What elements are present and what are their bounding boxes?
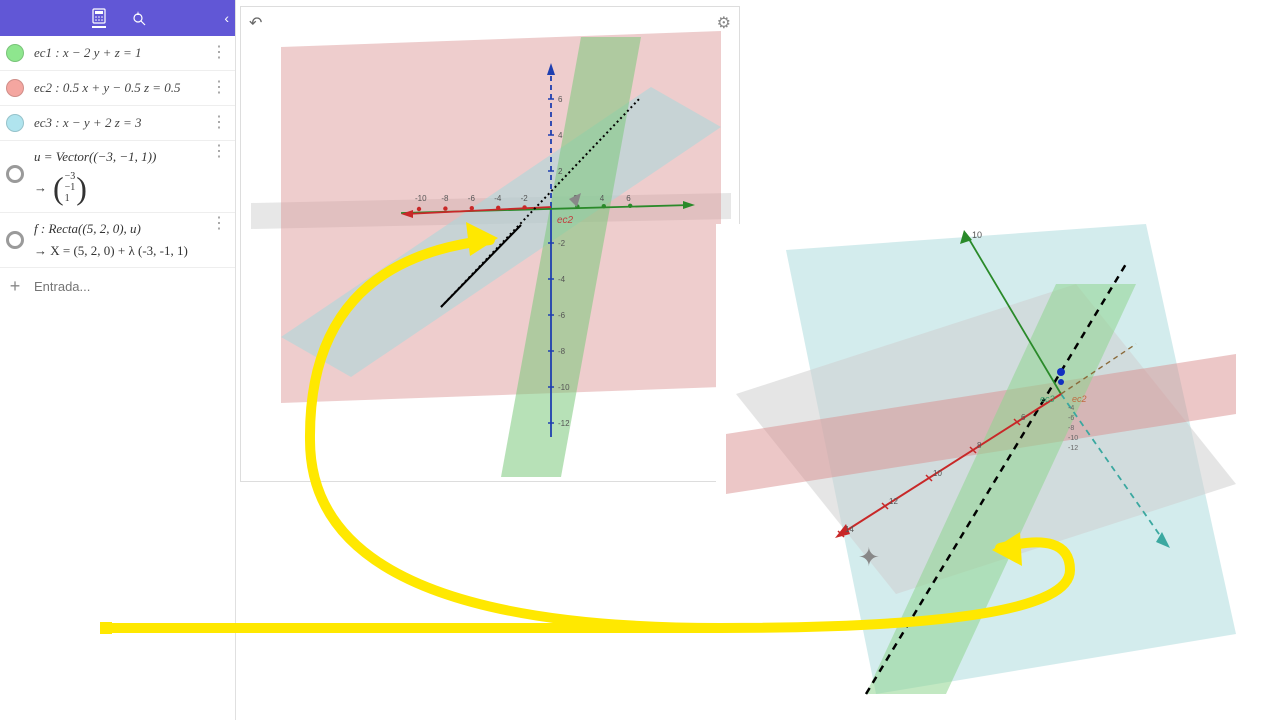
algebra-input[interactable]	[34, 279, 229, 294]
color-dot-line[interactable]	[6, 231, 24, 249]
svg-text:-4: -4	[1068, 405, 1074, 412]
svg-text:-8: -8	[441, 194, 449, 203]
color-dot-ec1[interactable]	[6, 44, 24, 62]
svg-text:2: 2	[558, 167, 563, 176]
3d-plot-2[interactable]: 10 6 8 10 12 14 -4 -6 -8 -10 -12 ec3 ec2 ✦	[716, 224, 1236, 704]
svg-text:ec3: ec3	[1040, 394, 1055, 404]
calculator-icon[interactable]	[92, 8, 106, 28]
line-row[interactable]: f : Recta((5, 2, 0), u) → X = (5, 2, 0) …	[0, 213, 235, 268]
line-value: → X = (5, 2, 0) + λ (-3, -1, 1)	[34, 243, 209, 259]
svg-text:✦: ✦	[858, 542, 880, 572]
svg-text:-6: -6	[558, 311, 566, 320]
svg-text:-12: -12	[1068, 445, 1078, 452]
svg-text:10: 10	[933, 469, 942, 478]
svg-text:6: 6	[1021, 413, 1026, 422]
svg-text:10: 10	[972, 230, 982, 240]
svg-text:-8: -8	[558, 347, 566, 356]
tools-icon[interactable]	[130, 8, 146, 28]
svg-text:-4: -4	[558, 275, 566, 284]
svg-text:ec2: ec2	[557, 215, 574, 226]
row-menu-icon[interactable]: ⋮	[209, 221, 229, 227]
svg-text:-10: -10	[558, 383, 570, 392]
svg-text:-12: -12	[558, 419, 570, 428]
svg-text:6: 6	[626, 194, 631, 203]
svg-text:12: 12	[889, 497, 898, 506]
svg-text:-4: -4	[494, 194, 502, 203]
equation-row-ec3[interactable]: ec3 : x − y + 2 z = 3 ⋮	[0, 106, 235, 141]
svg-text:ec2: ec2	[1072, 394, 1087, 404]
svg-text:8: 8	[977, 441, 982, 450]
equation-row-ec2[interactable]: ec2 : 0.5 x + y − 0.5 z = 0.5 ⋮	[0, 71, 235, 106]
equation-row-ec1[interactable]: ec1 : x − 2 y + z = 1 ⋮	[0, 36, 235, 71]
row-menu-icon[interactable]: ⋮	[209, 50, 229, 56]
svg-text:-8: -8	[1068, 425, 1074, 432]
color-dot-vector[interactable]	[6, 165, 24, 183]
line-def: f : Recta((5, 2, 0), u)	[34, 221, 209, 237]
color-dot-ec2[interactable]	[6, 79, 24, 97]
algebra-panel: ‹ ec1 : x − 2 y + z = 1 ⋮ ec2 : 0.5 x + …	[0, 0, 236, 720]
svg-text:-10: -10	[415, 194, 427, 203]
input-row: +	[0, 268, 235, 305]
svg-text:-10: -10	[1068, 435, 1078, 442]
row-menu-icon[interactable]: ⋮	[209, 149, 229, 155]
3d-plot-1[interactable]: -10-8-6-4-2246246-2-4-6-8-10-12ec2	[241, 7, 741, 483]
vector-value: → ( −3 −1 1 )	[34, 171, 209, 204]
svg-text:-2: -2	[558, 239, 566, 248]
3d-view-1[interactable]: ↶ ⚙ -10-8-6-4-2246246-2-4-6-8-10-12ec2	[240, 6, 740, 482]
svg-text:-2: -2	[521, 194, 529, 203]
row-menu-icon[interactable]: ⋮	[209, 120, 229, 126]
svg-text:4: 4	[600, 194, 605, 203]
vector-row[interactable]: u = Vector((−3, −1, 1)) → ( −3 −1 1 ) ⋮	[0, 141, 235, 213]
equation-text: ec3 : x − y + 2 z = 3	[34, 115, 209, 131]
equation-text: ec2 : 0.5 x + y − 0.5 z = 0.5	[34, 80, 209, 96]
panel-header: ‹	[0, 0, 235, 36]
vector-def: u = Vector((−3, −1, 1))	[34, 149, 209, 165]
color-dot-ec3[interactable]	[6, 114, 24, 132]
3d-view-2[interactable]: 10 6 8 10 12 14 -4 -6 -8 -10 -12 ec3 ec2 ✦	[716, 224, 1236, 704]
svg-text:4: 4	[558, 131, 563, 140]
svg-text:-6: -6	[1068, 415, 1074, 422]
svg-text:6: 6	[558, 95, 563, 104]
svg-text:-6: -6	[468, 194, 476, 203]
add-icon[interactable]: +	[6, 276, 24, 297]
equation-text: ec1 : x − 2 y + z = 1	[34, 45, 209, 61]
collapse-panel-icon[interactable]: ‹	[224, 10, 229, 26]
row-menu-icon[interactable]: ⋮	[209, 85, 229, 91]
svg-text:14: 14	[845, 525, 854, 534]
